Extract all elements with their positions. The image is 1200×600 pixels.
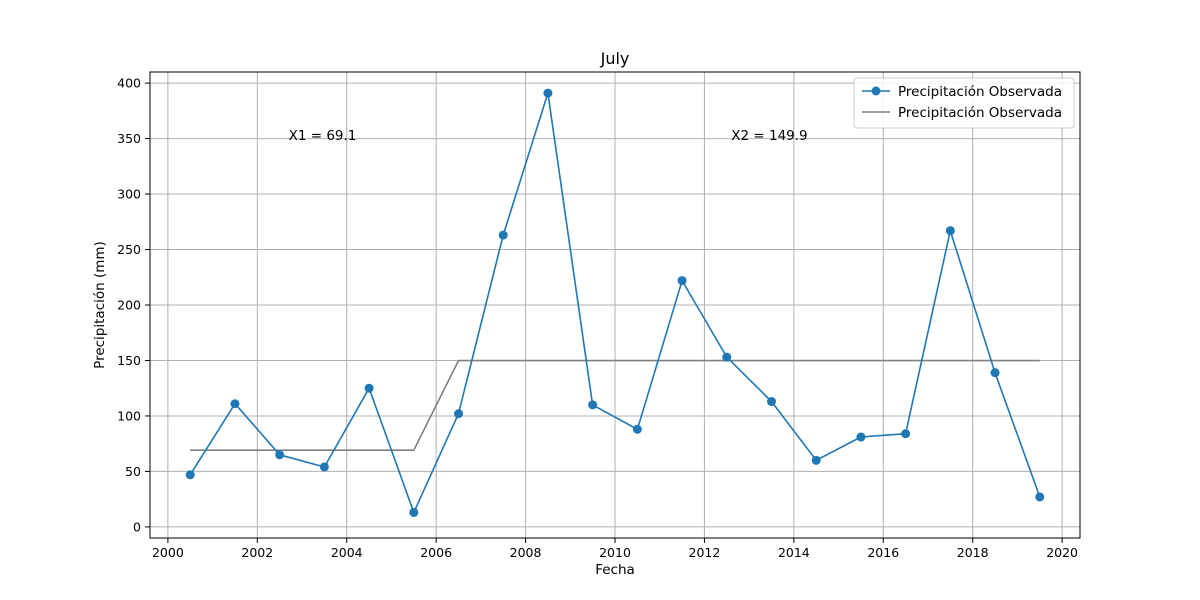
data-point xyxy=(364,383,374,393)
data-point xyxy=(677,276,687,286)
legend: Precipitación Observada Precipitación Ob… xyxy=(853,77,1075,129)
data-point xyxy=(632,424,642,434)
data-point xyxy=(230,399,240,409)
y-tick-label: 150 xyxy=(117,353,141,368)
x-tick-label: 2020 xyxy=(1046,545,1078,560)
y-tick-label: 250 xyxy=(117,242,141,257)
data-point xyxy=(185,470,195,480)
y-tick-label: 50 xyxy=(125,464,141,479)
series xyxy=(185,88,1045,517)
observed-series-line xyxy=(189,92,1041,514)
y-tick-label: 350 xyxy=(117,131,141,146)
data-point xyxy=(498,230,508,240)
y-tick-label: 400 xyxy=(117,76,141,91)
data-point xyxy=(409,507,419,517)
x-tick-label: 2012 xyxy=(689,545,721,560)
data-point xyxy=(588,400,598,410)
legend-swatch-observed-marker xyxy=(871,86,881,96)
x-tick-label: 2018 xyxy=(957,545,989,560)
data-point xyxy=(811,455,821,465)
x-tick-label: 2014 xyxy=(778,545,810,560)
legend-box xyxy=(853,77,1075,129)
data-point xyxy=(990,368,1000,378)
data-point xyxy=(901,429,911,439)
x-axis-label: Fecha xyxy=(595,562,635,578)
annotations: X1 = 69.1 X2 = 149.9 xyxy=(289,128,808,144)
x-tick-label: 2004 xyxy=(331,545,363,560)
legend-label-observed: Precipitación Observada xyxy=(898,84,1062,100)
data-point xyxy=(543,88,553,98)
data-point xyxy=(722,352,732,362)
data-point xyxy=(454,409,464,419)
data-point xyxy=(275,450,285,460)
legend-label-step: Precipitación Observada xyxy=(898,105,1062,121)
y-tick-label: 100 xyxy=(117,408,141,423)
y-tick-label: 0 xyxy=(133,519,141,534)
data-point xyxy=(766,397,776,407)
x-tick-label: 2010 xyxy=(599,545,631,560)
data-point xyxy=(1035,492,1045,502)
annotation-label: X2 = 149.9 xyxy=(731,128,807,144)
y-tick-label: 200 xyxy=(117,298,141,313)
annotation-label: X1 = 69.1 xyxy=(289,128,357,144)
axis-ticks: 2000 2002 2004 2006 2008 2010 2012 2014 2016 2018… xyxy=(117,76,1078,560)
data-point xyxy=(856,432,866,442)
x-tick-label: 2008 xyxy=(510,545,542,560)
step-series-line xyxy=(190,359,1040,452)
x-tick-label: 2016 xyxy=(867,545,899,560)
data-point xyxy=(945,226,955,236)
chart-title: July xyxy=(600,49,630,68)
y-axis-label: Precipitación (mm) xyxy=(92,241,108,369)
x-tick-label: 2000 xyxy=(152,545,184,560)
y-tick-label: 300 xyxy=(117,187,141,202)
data-point xyxy=(319,462,329,472)
x-tick-label: 2002 xyxy=(241,545,273,560)
x-tick-label: 2006 xyxy=(420,545,452,560)
